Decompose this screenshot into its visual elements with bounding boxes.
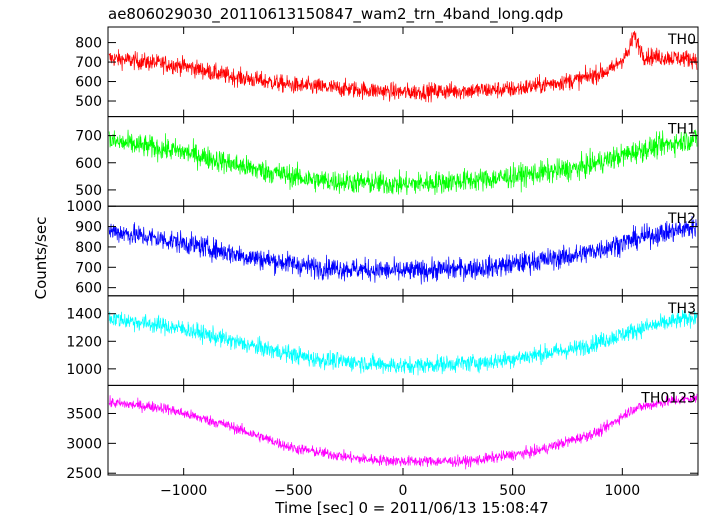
- y-tick-label: 600: [75, 156, 102, 172]
- series-line-th0: [108, 30, 698, 103]
- y-tick-label: 1400: [66, 307, 102, 323]
- y-tick-label: 600: [75, 75, 102, 91]
- y-tick-label: 900: [75, 220, 102, 236]
- y-tick-label: 800: [75, 36, 102, 52]
- x-axis: −1000 −500 0 500 1000: [160, 483, 640, 499]
- x-tick-label: 500: [499, 483, 526, 499]
- x-tick-label: 0: [399, 483, 408, 499]
- y-tick-label: 1000: [66, 362, 102, 378]
- series-line-th3: [108, 310, 698, 376]
- panel-th1: 500 600 700 TH1: [75, 116, 699, 207]
- panel-th3: 1000 1200 1400 TH3: [66, 295, 699, 386]
- y-tick-label: 700: [75, 260, 102, 276]
- chart-title: ae806029030_20110613150847_wam2_trn_4ban…: [108, 5, 563, 24]
- panel-label: TH0: [667, 32, 696, 48]
- y-axis-label: Counts/sec: [32, 217, 50, 300]
- chart-panels: 500 600 700 800 TH0 500 600 700 TH1 600 700 800 900 1…: [66, 26, 699, 482]
- y-tick-label: 1200: [66, 334, 102, 350]
- y-tick-label: 500: [75, 94, 102, 110]
- panel-label: TH1: [667, 122, 696, 138]
- panel-label: TH0123: [640, 390, 696, 406]
- panel-th2: 600 700 800 900 1000 TH2: [66, 199, 699, 297]
- y-tick-label: 800: [75, 240, 102, 256]
- y-tick-label: 3500: [66, 406, 102, 422]
- x-tick-label: −500: [274, 483, 312, 499]
- panel-frame: [107, 205, 699, 297]
- series-line-th1: [108, 129, 698, 196]
- y-tick-label: 500: [75, 183, 102, 199]
- panel-label: TH3: [667, 301, 696, 317]
- panel-label: TH2: [667, 211, 696, 227]
- y-tick-label: 3000: [66, 436, 102, 452]
- x-tick-label: 1000: [605, 483, 641, 499]
- panel-th0123: 2500 3000 3500 TH0123: [66, 384, 699, 482]
- x-axis-label: Time [sec] 0 = 2011/06/13 15:08:47: [274, 499, 548, 516]
- panel-th0: 500 600 700 800 TH0: [75, 26, 699, 118]
- x-tick-label: −1000: [160, 483, 207, 499]
- y-tick-label: 2500: [66, 466, 102, 482]
- y-tick-label: 700: [75, 55, 102, 71]
- series-line-th0123: [108, 393, 698, 470]
- y-tick-label: 600: [75, 281, 102, 297]
- y-tick-label: 1000: [66, 199, 102, 215]
- y-tick-label: 700: [75, 129, 102, 145]
- series-line-th2: [108, 216, 698, 285]
